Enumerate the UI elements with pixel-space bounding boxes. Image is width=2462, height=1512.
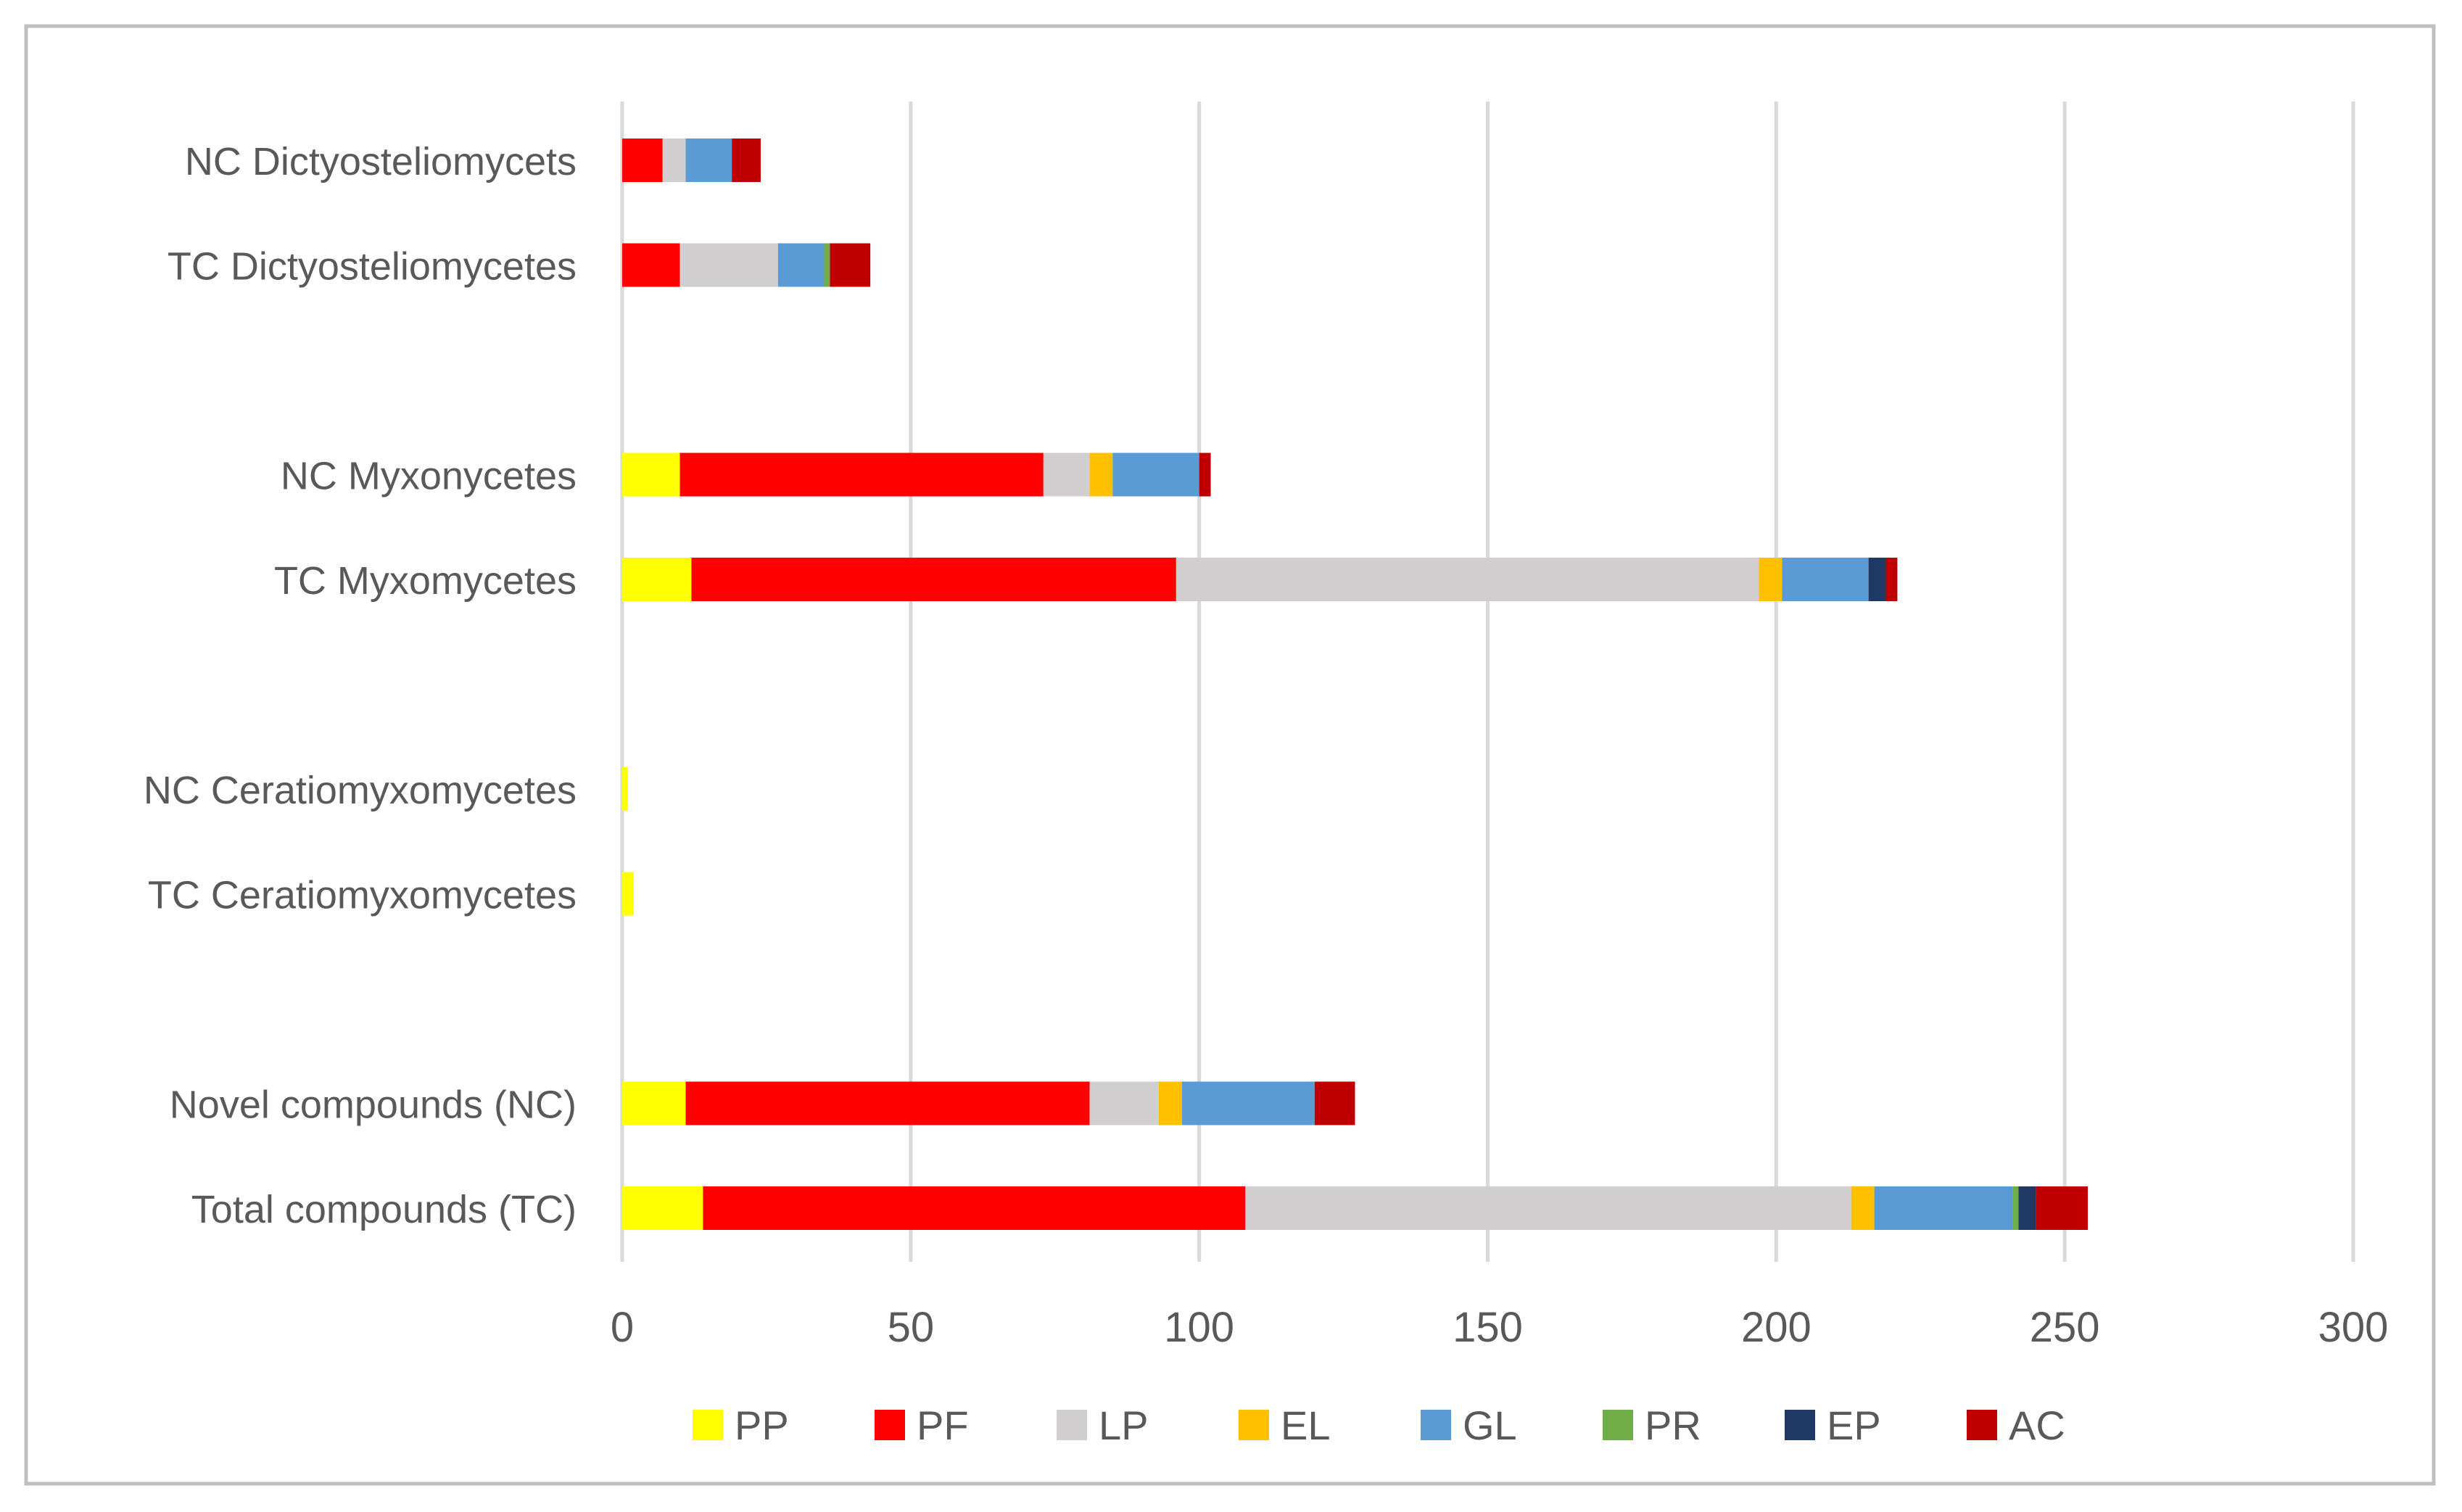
legend-label-pf: PF	[917, 1402, 969, 1448]
bar-segment-pp	[622, 872, 634, 916]
x-tick-label: 50	[888, 1304, 935, 1351]
bar-segment-pf	[691, 558, 1176, 601]
x-tick-label: 250	[2030, 1304, 2100, 1351]
bar-segment-ep	[1868, 558, 1886, 601]
bar-segment-pr	[2012, 1186, 2019, 1230]
legend-swatch-gl	[1421, 1410, 1451, 1440]
bar-segment-lp	[1245, 1186, 1851, 1230]
category-label: NC Myxonycetes	[281, 455, 577, 498]
legend-label-pp: PP	[735, 1402, 789, 1448]
category-label: Novel compounds (NC)	[170, 1083, 577, 1127]
legend-label-gl: GL	[1463, 1402, 1517, 1448]
bar-segment-el	[1158, 1081, 1182, 1125]
bar-segment-ep	[2018, 1186, 2036, 1230]
legend-swatch-pp	[693, 1410, 723, 1440]
legend-swatch-pf	[875, 1410, 905, 1440]
bar-segment-pp	[622, 453, 680, 497]
legend-swatch-ac	[1967, 1410, 1997, 1440]
bar-segment-pp	[622, 1081, 686, 1125]
bar-segment-ac	[732, 139, 761, 182]
legend-swatch-ep	[1785, 1410, 1815, 1440]
category-labels: NC Dictyosteliomycets TC Dictyosteliomyce…	[144, 140, 577, 1231]
legend-label-el: EL	[1281, 1402, 1331, 1448]
category-label: NC Dictyosteliomycets	[185, 140, 577, 183]
legend-label-pr: PR	[1645, 1402, 1701, 1448]
bar-segment-ac	[830, 243, 871, 287]
bar-segment-pf	[685, 1081, 1090, 1125]
x-tick-label: 300	[2318, 1304, 2389, 1351]
bars	[622, 139, 2088, 1230]
chart-border	[24, 24, 2436, 1486]
bar-segment-lp	[1043, 453, 1090, 497]
x-tick-label: 200	[1741, 1304, 1812, 1351]
legend-swatch-el	[1239, 1410, 1269, 1440]
bar-segment-ac	[1199, 453, 1211, 497]
bar-segment-lp	[662, 139, 686, 182]
bar-segment-el	[1089, 453, 1113, 497]
bar-segment-pp	[622, 558, 692, 601]
bar-segment-gl	[1782, 558, 1869, 601]
bar-segment-lp	[679, 243, 778, 287]
category-label: NC Ceratiomyxomycetes	[144, 769, 577, 812]
bar-segment-lp	[1176, 558, 1759, 601]
bar-segment-pp	[622, 1186, 703, 1230]
bar-segment-gl	[1112, 453, 1199, 497]
bar-segment-pf	[703, 1186, 1246, 1230]
bar-segment-el	[1759, 558, 1783, 601]
x-axis-tick-labels: 0 50 100 150 200 250 300	[611, 1304, 2389, 1351]
x-tick-label: 150	[1453, 1304, 1523, 1351]
category-label: TC Myxomycetes	[274, 559, 577, 603]
bar-segment-gl	[1874, 1186, 2013, 1230]
legend-label-ep: EP	[1827, 1402, 1881, 1448]
legend-label-lp: LP	[1099, 1402, 1149, 1448]
bar-segment-pf	[622, 243, 680, 287]
bar-segment-pp	[622, 767, 628, 811]
legend-label-ac: AC	[2009, 1402, 2065, 1448]
gridlines	[620, 102, 2355, 1262]
bar-segment-pf	[622, 139, 663, 182]
bar-segment-ac	[2036, 1186, 2088, 1230]
x-tick-label: 0	[611, 1304, 634, 1351]
x-tick-label: 100	[1164, 1304, 1234, 1351]
bar-segment-gl	[1181, 1081, 1315, 1125]
legend-swatch-pr	[1603, 1410, 1633, 1440]
bar-segment-lp	[1089, 1081, 1159, 1125]
bar-segment-pf	[679, 453, 1044, 497]
legend-swatch-lp	[1057, 1410, 1087, 1440]
category-label: TC Ceratiomyxomycetes	[148, 874, 577, 917]
bar-segment-gl	[685, 139, 732, 182]
bar-segment-ac	[1885, 558, 1898, 601]
bar-segment-ac	[1314, 1081, 1355, 1125]
category-label: TC Dictyosteliomycetes	[168, 245, 577, 289]
legend: PP PF LP EL GL PR EP AC	[693, 1402, 2065, 1448]
bar-segment-pr	[824, 243, 830, 287]
bar-segment-el	[1851, 1186, 1875, 1230]
bar-segment-gl	[777, 243, 825, 287]
category-label: Total compounds (TC)	[191, 1188, 577, 1231]
